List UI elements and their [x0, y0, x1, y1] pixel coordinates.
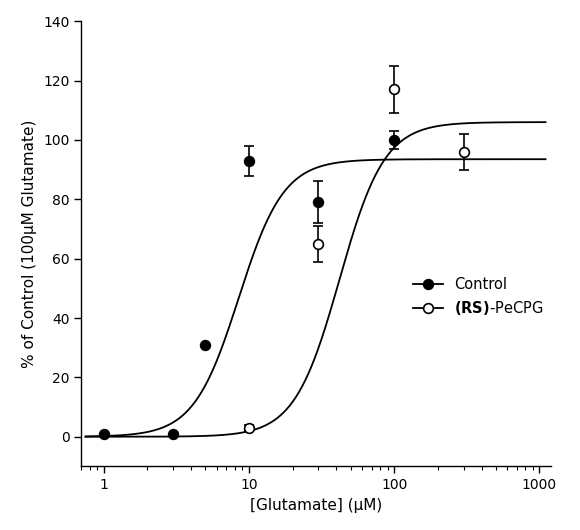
Y-axis label: % of Control (100μM Glutamate): % of Control (100μM Glutamate): [23, 120, 38, 368]
X-axis label: [Glutamate] (μM): [Glutamate] (μM): [250, 498, 382, 513]
Legend: Control, $\bf{(RS)}$-PeCPG: Control, $\bf{(RS)}$-PeCPG: [414, 277, 543, 317]
